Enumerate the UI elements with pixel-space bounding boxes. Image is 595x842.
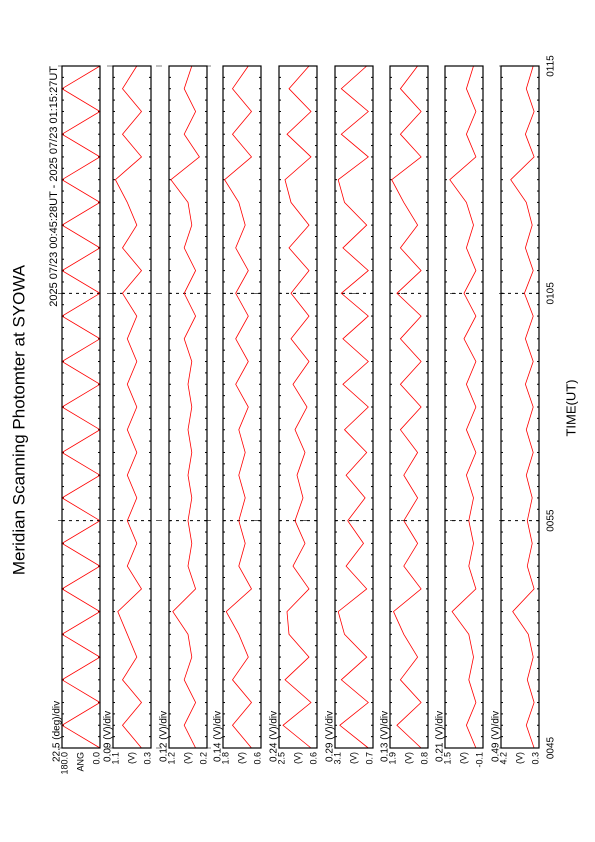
panel-unit: (V) xyxy=(458,752,468,764)
panel-frame xyxy=(334,65,374,749)
x-axis-label: TIME(UT) xyxy=(563,379,578,436)
y-tick-label: 1.8 xyxy=(220,752,230,765)
panel-scale: 0.14 (V)/div xyxy=(213,711,224,762)
x-tick-label: 0045 xyxy=(546,736,557,759)
trace xyxy=(224,65,253,749)
panel-unit: (V) xyxy=(292,752,302,764)
trace xyxy=(391,65,422,749)
y-tick-label: 1.5 xyxy=(442,752,452,765)
panel-scale: 0.21 (V)/div xyxy=(435,711,446,762)
panel-scale: 22.5 (deg)/div xyxy=(52,701,63,762)
panel-frame xyxy=(389,65,429,749)
trace xyxy=(170,65,200,749)
x-tick-label: 0105 xyxy=(546,282,557,305)
panel-scale: 0.12 (V)/div xyxy=(159,711,170,762)
y-tick-label: 1.2 xyxy=(166,752,176,765)
panel-frame xyxy=(61,65,101,749)
y-tick-label: 1.1 xyxy=(110,752,120,765)
chart-title: Meridian Scanning Photomter at SYOWA xyxy=(9,264,28,575)
panel-unit: (V) xyxy=(348,752,358,764)
y-tick-label: -0.1 xyxy=(474,752,484,768)
panel-frame xyxy=(444,65,484,749)
rotated-chart: Meridian Scanning Photomter at SYOWA 202… xyxy=(9,55,578,775)
panel-unit: (V) xyxy=(182,752,192,764)
y-tick-label: 180.0 xyxy=(59,752,69,775)
trace xyxy=(114,65,143,749)
panel-unit: (V) xyxy=(236,752,246,764)
y-tick-label: 0.3 xyxy=(142,752,152,765)
panel-scale: 0.13 (V)/div xyxy=(380,711,391,762)
y-tick-label: 0.6 xyxy=(252,752,262,765)
y-tick-label: 0.7 xyxy=(364,752,374,765)
panel-frame xyxy=(222,65,262,749)
panel-frame xyxy=(500,65,540,749)
y-tick-label: 3.1 xyxy=(332,752,342,765)
panel-scale: 0.24 (V)/div xyxy=(269,711,280,762)
panel-scale: 0.29 (V)/div xyxy=(325,711,336,762)
y-tick-label: 4.2 xyxy=(498,752,508,765)
trace xyxy=(337,65,369,749)
panel-scale: 0.09 (V)/div xyxy=(103,711,114,762)
time-range: 2025 07/23 00:45:28UT - 2025 07/23 01:15… xyxy=(48,66,60,307)
trace xyxy=(449,65,477,749)
trace xyxy=(61,65,101,749)
panel-scale: 0.49 (V)/div xyxy=(491,711,502,762)
y-tick-label: 0.6 xyxy=(308,752,318,765)
trace xyxy=(510,65,535,749)
panel-unit: (V) xyxy=(403,752,413,764)
panel-unit: (V) xyxy=(126,752,136,764)
panel-frame xyxy=(112,65,152,749)
y-tick-label: 2.5 xyxy=(276,752,286,765)
panel-frame xyxy=(168,65,208,749)
y-tick-label: 0.3 xyxy=(530,752,540,765)
panel-unit: (V) xyxy=(514,752,524,764)
y-tick-label: 0.0 xyxy=(91,752,101,765)
panel-unit: ANG xyxy=(75,752,85,772)
panel-frame xyxy=(278,65,318,749)
y-tick-label: 0.8 xyxy=(419,752,429,765)
y-tick-label: 0.2 xyxy=(198,752,208,765)
x-tick-label: 0055 xyxy=(546,509,557,532)
y-tick-label: 1.9 xyxy=(387,752,397,765)
trace xyxy=(282,65,312,749)
x-tick-label: 0115 xyxy=(546,55,557,77)
